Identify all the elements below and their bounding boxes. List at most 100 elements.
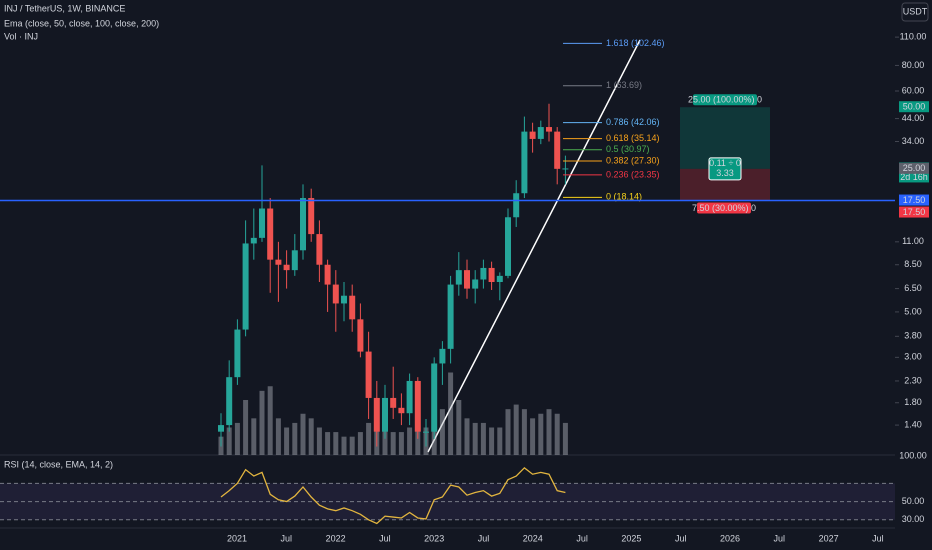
fib-label: 1 (63.69)	[606, 80, 642, 90]
candle-body	[291, 250, 298, 271]
candle-body	[406, 380, 413, 414]
y-tick-label: 80.00	[902, 60, 925, 70]
currency-button[interactable]	[901, 2, 929, 22]
candle-body	[382, 397, 388, 432]
x-tick-label: 2023	[424, 533, 444, 543]
candle-body	[447, 284, 454, 349]
candle-body	[554, 131, 561, 169]
candle-body	[423, 431, 429, 433]
price-badge	[899, 206, 929, 218]
volume-bar	[538, 413, 544, 455]
volume-bar	[456, 400, 462, 455]
y-tick-label: 60.00	[902, 85, 925, 95]
candle-body	[349, 295, 356, 320]
volume-bar	[415, 422, 421, 455]
volume-bar	[407, 427, 413, 455]
volume-bar	[284, 427, 290, 455]
target-label: 25.00 (100.00%) 0	[688, 95, 762, 105]
volume-bar	[316, 427, 322, 455]
fib-label: 0.236 (23.35)	[606, 169, 660, 179]
volume-bar	[325, 432, 331, 455]
y-tick-label: 34.00	[902, 136, 925, 146]
candle-body	[218, 425, 224, 432]
y-tick-label: 3.00	[904, 352, 922, 362]
rsi-legend: RSI (14, close, EMA, 14, 2)	[4, 459, 113, 469]
stop-label: 7.50 (30.00%) 0	[692, 203, 756, 213]
trend-line	[427, 39, 641, 453]
volume-bar	[439, 409, 445, 455]
volume-bar	[554, 413, 560, 455]
price-badge-label: 17.50	[903, 195, 926, 205]
ratio-label: 0.11 ÷ 0	[709, 158, 741, 168]
candle-body	[250, 237, 257, 244]
candle-body	[267, 208, 274, 260]
ratio-value: 3.33	[716, 168, 734, 178]
candle-body	[496, 275, 503, 283]
candle-body	[488, 267, 495, 283]
volume-bar	[275, 418, 281, 455]
price-badge-label: 25.00	[903, 163, 926, 173]
target-tag	[693, 94, 757, 106]
volume-bar	[472, 422, 478, 455]
price-badge-label: 17.50	[903, 207, 926, 217]
rsi-tick-label: 30.00	[902, 514, 925, 524]
y-tick-label: 8.50	[904, 259, 922, 269]
volume-bar	[530, 418, 536, 455]
volume-bar	[251, 418, 257, 455]
volume-bar	[546, 409, 552, 455]
x-tick-label: 2022	[326, 533, 346, 543]
price-axis	[895, 0, 932, 550]
volume-bar	[308, 418, 314, 455]
candle-body	[472, 279, 479, 289]
candle-body	[439, 348, 446, 364]
candle-body	[390, 397, 397, 408]
candle-body	[226, 377, 233, 426]
candle-body	[365, 351, 372, 398]
candle-body	[480, 267, 487, 280]
candle-body	[283, 264, 290, 271]
fib-label: 0.382 (27.30)	[606, 155, 660, 165]
rsi-tick-label: 50.00	[902, 496, 925, 506]
price-badge-label: 50.00	[903, 102, 926, 112]
stop-tag	[697, 202, 751, 214]
candle-body	[513, 193, 520, 218]
fib-label: 0.786 (42.06)	[606, 117, 660, 127]
x-tick-label: Jul	[774, 533, 786, 543]
volume-bar	[390, 432, 396, 455]
volume-bar	[398, 432, 404, 455]
volume-bar	[489, 427, 495, 455]
candle-body	[546, 127, 552, 132]
rsi-tick-label: 100.00	[899, 450, 927, 460]
candle-body	[521, 131, 528, 194]
candle-body	[562, 168, 569, 170]
x-tick-label: Jul	[281, 533, 293, 543]
x-tick-label: Jul	[576, 533, 588, 543]
candle-body	[464, 270, 470, 289]
currency[interactable]: USDT	[903, 6, 928, 16]
volume-bar	[226, 427, 232, 455]
volume-bar	[382, 427, 388, 455]
volume-bar	[505, 409, 511, 455]
fib-label: 0.5 (30.97)	[606, 144, 650, 154]
candle-body	[300, 198, 306, 251]
ratio-tag	[708, 157, 742, 181]
y-tick-label: 2.30	[904, 375, 922, 385]
volume-bar	[292, 422, 298, 455]
candle-body	[332, 284, 339, 304]
candle-body	[324, 264, 331, 285]
candle-body	[373, 397, 380, 432]
volume-bar	[480, 422, 486, 455]
fib-label: 0.618 (35.14)	[606, 133, 660, 143]
vol-legend: Vol · INJ	[4, 31, 38, 41]
x-tick-label: Jul	[478, 533, 490, 543]
rsi-line	[220, 466, 566, 525]
price-badge	[899, 101, 929, 113]
y-tick-label: 110.00	[900, 31, 927, 41]
volume-bar	[259, 390, 265, 455]
volume-bar	[366, 422, 372, 455]
candle-body	[431, 363, 438, 432]
candle-body	[234, 329, 241, 378]
candle-body	[316, 234, 323, 265]
symbol: INJ / TetherUS, 1W, BINANCE	[4, 3, 125, 13]
